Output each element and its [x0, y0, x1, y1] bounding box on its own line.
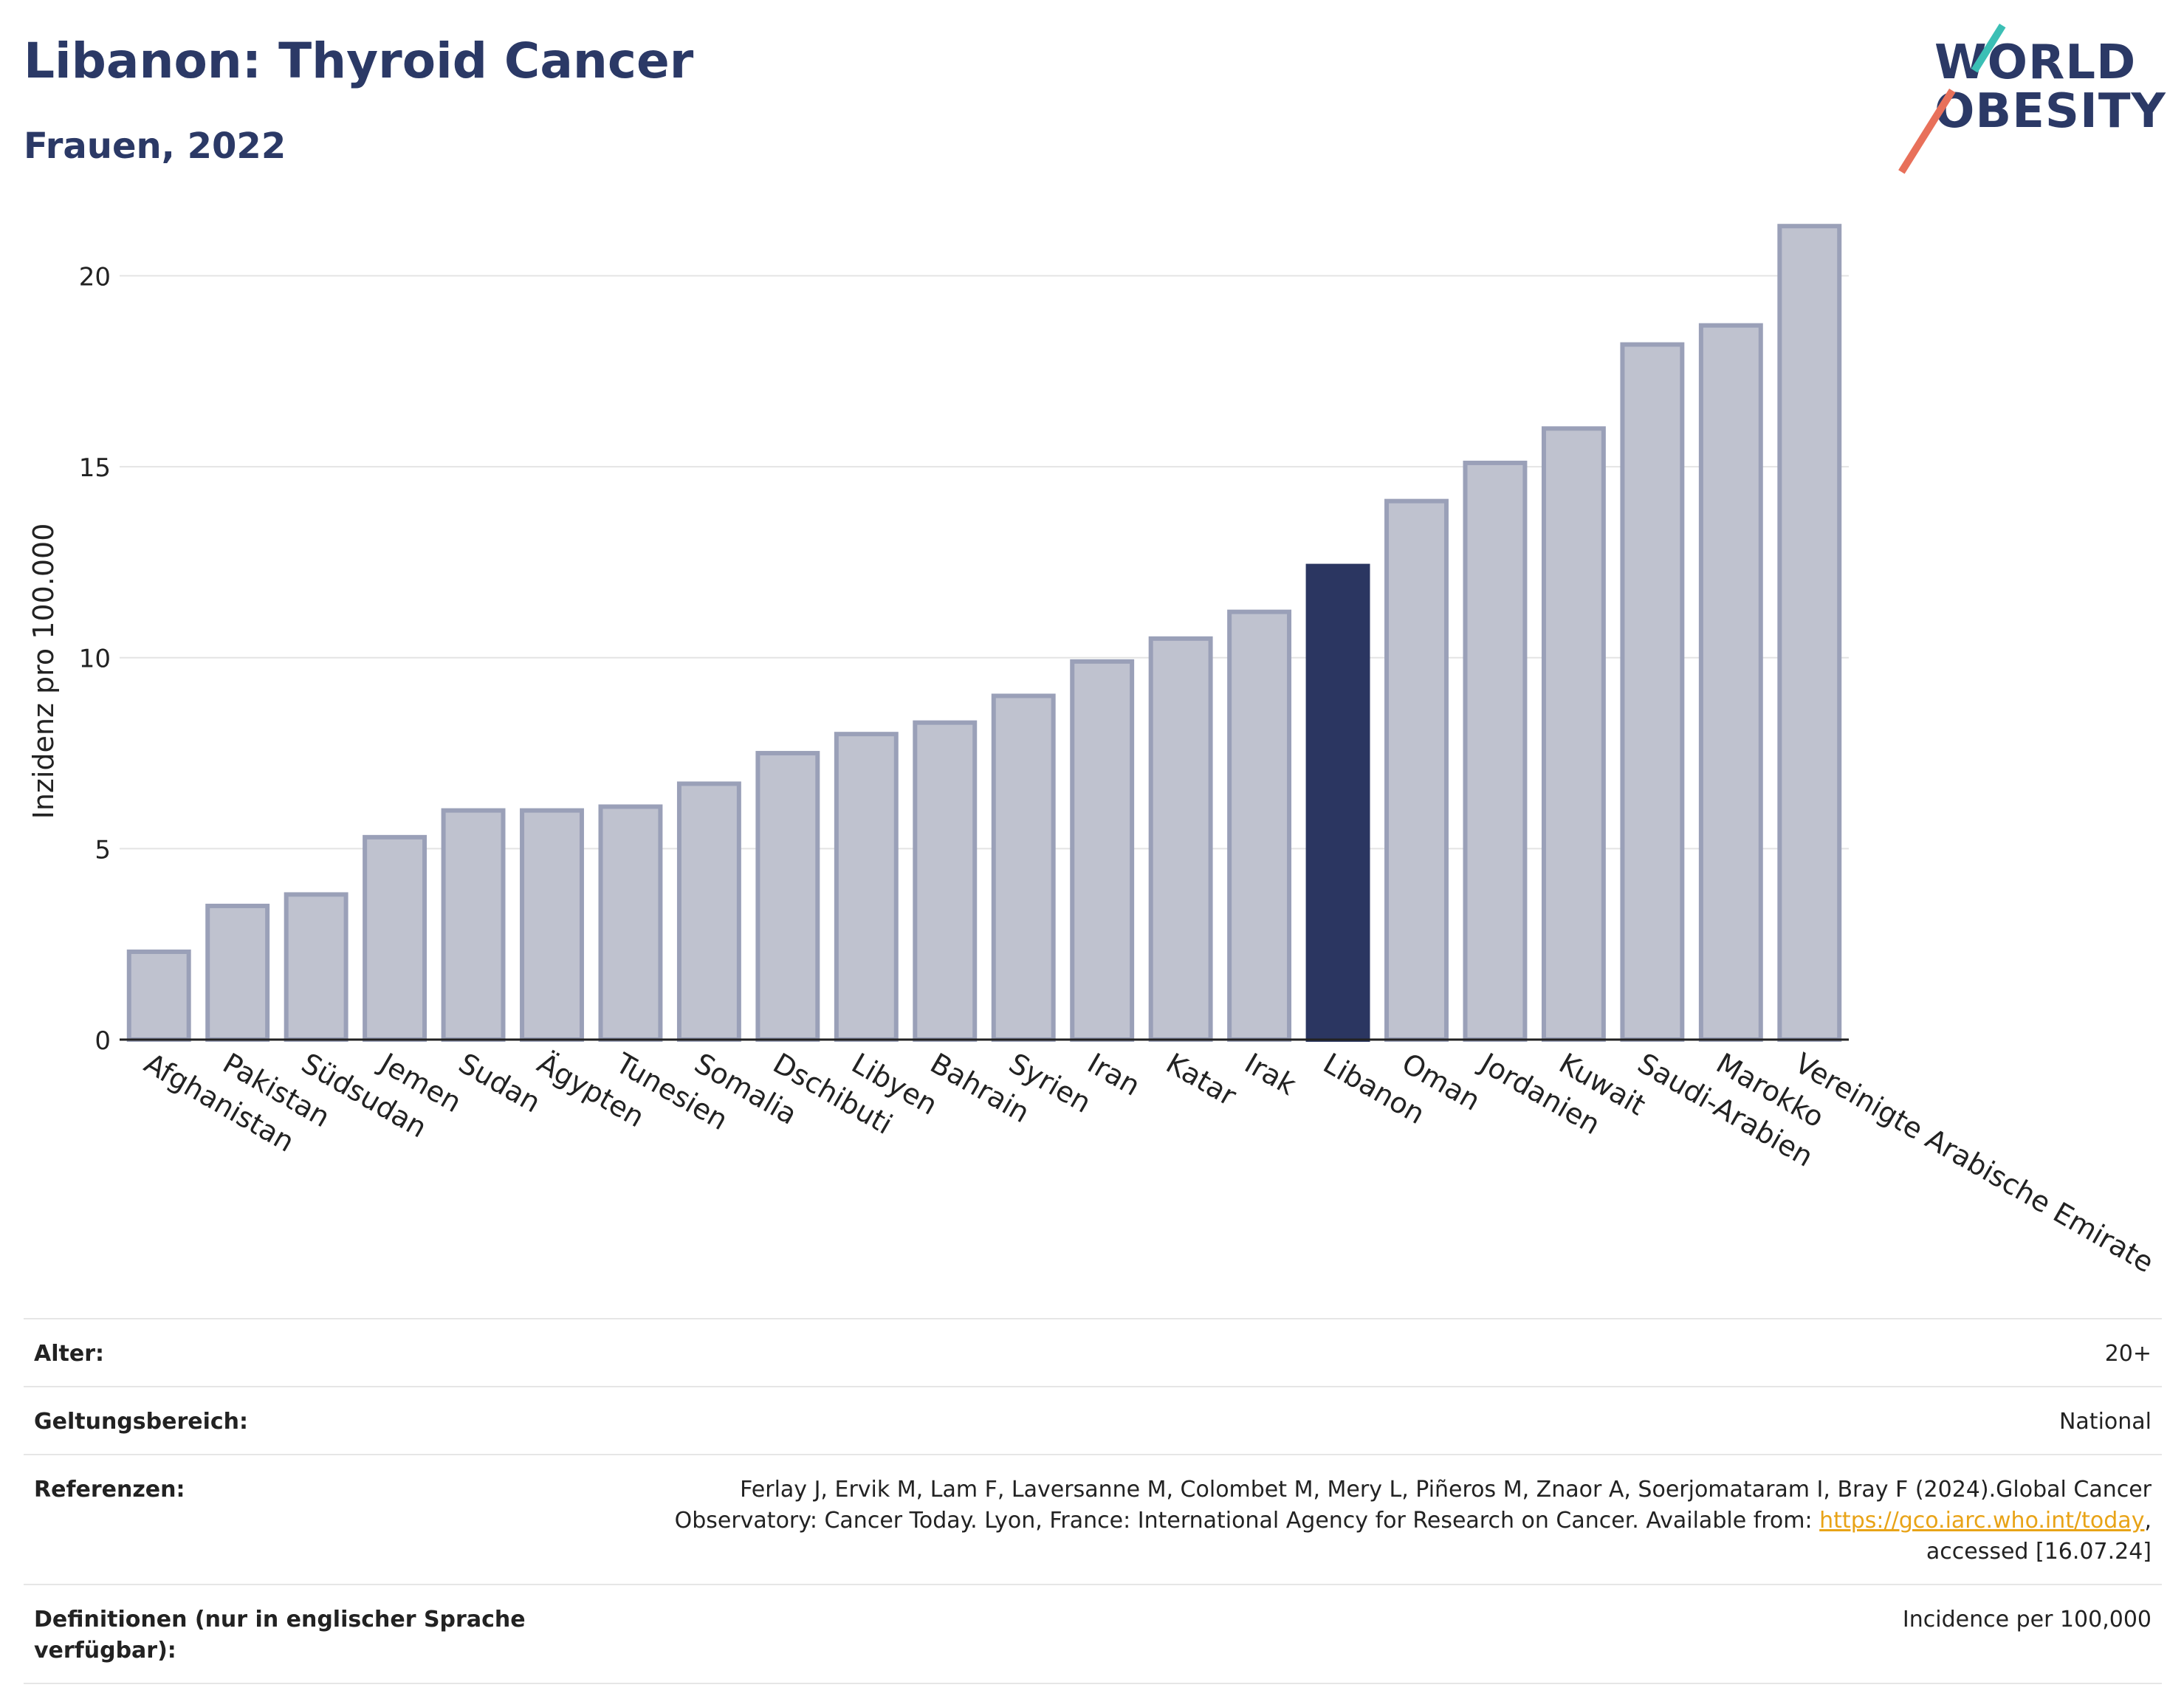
reference-text-3: , — [2144, 1508, 2152, 1534]
bar-kuwait — [1541, 426, 1606, 1042]
references-value: Ferlay J, Ervik M, Lam F, Laversanne M, … — [564, 1474, 2152, 1568]
bar-somalia — [676, 781, 741, 1042]
info-row-age: Alter: 20+ — [24, 1318, 2162, 1386]
page-subtitle: Frauen, 2022 — [24, 126, 286, 167]
bar-jordanien — [1463, 460, 1528, 1043]
bar-oman — [1384, 498, 1449, 1042]
scope-value: National — [2058, 1409, 2152, 1435]
definitions-value: Incidence per 100,000 — [1902, 1607, 2152, 1633]
y-tick-label: 10 — [79, 645, 111, 674]
definitions-label-line-2: verfügbar): — [34, 1638, 176, 1664]
bar-katar — [1148, 636, 1213, 1042]
x-tick-label: Irak — [1239, 1047, 1301, 1102]
y-axis-label: Inzidenz pro 100.000 — [27, 523, 60, 820]
x-tick-label: Katar — [1161, 1047, 1242, 1113]
info-row-scope: Geltungsbereich: National — [24, 1386, 2162, 1454]
bar-bahrain — [913, 720, 978, 1042]
definitions-label-line-1: Definitionen (nur in englischer Sprache — [34, 1607, 526, 1633]
age-value: 20+ — [2104, 1341, 2152, 1367]
logo-line-1: WORLD — [1934, 35, 2137, 90]
references-label: Referenzen: — [34, 1477, 185, 1503]
age-label: Alter: — [34, 1341, 104, 1367]
info-row-references: Referenzen: Ferlay J, Ervik M, Lam F, La… — [24, 1454, 2162, 1584]
world-obesity-logo: WORLD OBESITY — [1898, 22, 2171, 174]
bar-südsudan — [284, 892, 348, 1042]
bar-libanon — [1305, 563, 1370, 1042]
info-table: Alter: 20+ Geltungsbereich: National Ref… — [24, 1318, 2162, 1684]
chart-bars — [126, 224, 1842, 1043]
bar-jemen — [363, 834, 427, 1042]
bar-pakistan — [205, 903, 270, 1042]
y-tick-label: 20 — [79, 262, 111, 292]
bar-dschibuti — [755, 751, 820, 1043]
bar-vereinigte-arabische-emirate — [1777, 224, 1842, 1042]
definitions-label: Definitionen (nur in englischer Sprache … — [34, 1604, 551, 1666]
x-tick-label: Vereinigte Arabische Emirate — [1790, 1047, 2160, 1280]
y-tick-label: 0 — [95, 1026, 111, 1056]
bar-syrien — [991, 693, 1056, 1042]
bar-ägypten — [520, 808, 584, 1042]
bar-chart: 0 5 10 15 20 AfghanistanPakistanSüdsudanJeme… — [27, 224, 2159, 1280]
scope-label: Geltungsbereich: — [34, 1409, 249, 1435]
x-tick-label: Sudan — [453, 1047, 546, 1119]
page-title: Libanon: Thyroid Cancer — [24, 32, 694, 89]
bar-irak — [1227, 609, 1292, 1042]
bar-sudan — [441, 808, 506, 1042]
bar-iran — [1070, 659, 1135, 1042]
y-tick-label: 5 — [95, 835, 111, 865]
x-tick-labels: AfghanistanPakistanSüdsudanJemenSudanÄgy… — [139, 1046, 2159, 1280]
reference-text-2: Observatory: Cancer Today. Lyon, France:… — [674, 1508, 1820, 1534]
reference-text-4: accessed [16.07.24] — [1926, 1539, 2152, 1565]
y-tick-label: 15 — [79, 453, 111, 483]
logo-line-2: OBESITY — [1934, 84, 2166, 139]
bar-tunesien — [598, 804, 663, 1042]
reference-text-1: Ferlay J, Ervik M, Lam F, Laversanne M, … — [740, 1477, 2152, 1503]
bar-afghanistan — [126, 950, 191, 1042]
bar-saudi-arabien — [1620, 342, 1685, 1042]
reference-link[interactable]: https://gco.iarc.who.int/today — [1819, 1508, 2145, 1534]
bar-libyen — [834, 732, 899, 1042]
y-tick-labels: 0 5 10 15 20 — [79, 262, 111, 1056]
info-row-definitions: Definitionen (nur in englischer Sprache … — [24, 1584, 2162, 1684]
bar-marokko — [1698, 323, 1763, 1042]
